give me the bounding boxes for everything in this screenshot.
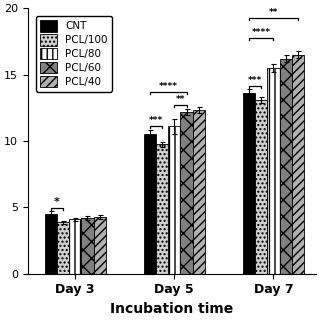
Text: ***: *** <box>248 76 262 85</box>
Bar <box>156 144 168 274</box>
Bar <box>267 68 279 274</box>
Text: ***: *** <box>149 116 163 125</box>
Text: **: ** <box>268 8 278 17</box>
Bar <box>144 133 156 274</box>
Text: **: ** <box>176 95 185 104</box>
X-axis label: Incubation time: Incubation time <box>110 302 234 316</box>
Bar <box>193 110 205 274</box>
Text: ****: **** <box>252 28 271 37</box>
Bar <box>279 59 292 274</box>
Bar <box>243 93 255 274</box>
Text: ****: **** <box>159 82 178 92</box>
Bar <box>57 222 69 274</box>
Legend: CNT, PCL/100, PCL/80, PCL/60, PCL/40: CNT, PCL/100, PCL/80, PCL/60, PCL/40 <box>36 16 112 92</box>
Bar <box>255 100 267 274</box>
Bar <box>69 219 81 274</box>
Bar <box>81 218 93 274</box>
Text: *: * <box>54 197 60 207</box>
Bar <box>180 112 193 274</box>
Bar <box>168 126 180 274</box>
Bar <box>292 55 304 274</box>
Bar <box>44 213 57 274</box>
Bar <box>93 217 106 274</box>
